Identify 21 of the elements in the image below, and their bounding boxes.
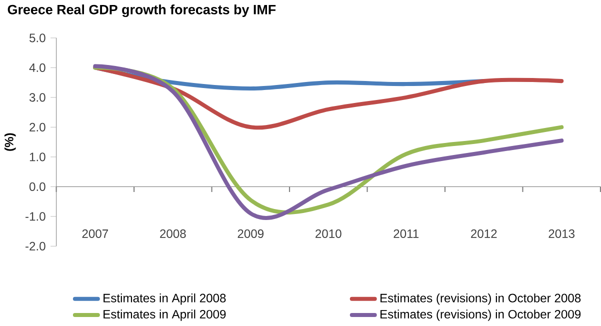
chart-title: Greece Real GDP growth forecasts by IMF <box>8 4 276 18</box>
legend-label: Estimates in April 2008 <box>104 294 226 305</box>
y-tick-label: 4.0 <box>29 64 46 72</box>
y-tick-label: -2.0 <box>26 242 46 251</box>
y-tick-label: -1.0 <box>26 212 46 221</box>
x-tick-label: 2012 <box>471 230 497 238</box>
x-tick-label: 2009 <box>238 230 264 238</box>
legend-label: Estimates (revisions) in October 2009 <box>380 310 581 322</box>
y-tick-label: 0.0 <box>29 182 46 192</box>
legend-label: Estimates (revisions) in October 2008 <box>380 294 581 305</box>
x-tick-label: 2010 <box>316 230 342 238</box>
x-tick-label: 2011 <box>394 230 419 238</box>
legend-label: Estimates in April 2009 <box>104 310 226 322</box>
x-tick-label: 2013 <box>548 230 575 238</box>
y-tick-label: 5.0 <box>29 34 46 42</box>
y-tick-label: 2.0 <box>30 123 46 132</box>
y-tick-label: 3.0 <box>29 93 46 102</box>
y-axis-title: (%) <box>4 133 16 151</box>
y-tick-label: 1.0 <box>30 152 46 162</box>
x-tick-label: 2007 <box>82 230 108 238</box>
x-tick-label: 2008 <box>160 230 186 238</box>
